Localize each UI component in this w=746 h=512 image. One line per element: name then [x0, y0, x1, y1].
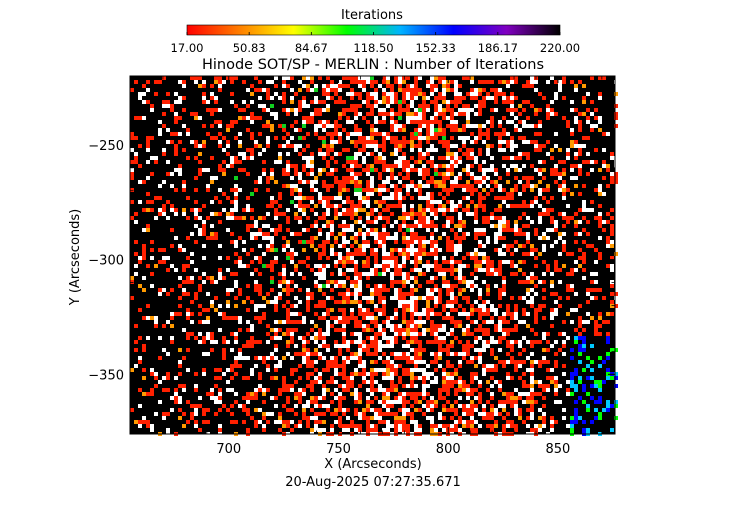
x-tick-label: 750 — [326, 442, 351, 457]
colorbar-tick-label: 186.17 — [478, 41, 518, 55]
axis-ticks — [130, 76, 615, 434]
x-tick-label: 850 — [546, 442, 571, 457]
y-axis-label: Y (Arcseconds) — [68, 209, 83, 306]
colorbar-tick-label: 152.33 — [416, 41, 456, 55]
heatmap-cells — [130, 76, 618, 436]
colorbar-ticks — [186, 32, 561, 35]
x-tick-label: 800 — [436, 442, 461, 457]
heatmap-cells — [130, 76, 618, 436]
y-tick-label: −300 — [88, 254, 124, 269]
colorbar-tick-label: 17.00 — [171, 41, 204, 55]
plot-frame — [129, 75, 616, 435]
colorbar-tick-label: 220.00 — [540, 41, 580, 55]
x-axis-tick-labels: 700 750 800 850 — [216, 442, 570, 457]
iterations-heatmap — [130, 76, 618, 436]
chart-title: Hinode SOT/SP - MERLIN : Number of Itera… — [202, 57, 544, 73]
colorbar-title: Iterations — [341, 8, 403, 23]
heatmap-cells — [570, 336, 618, 436]
colorbar-tick-labels: 17.00 50.83 84.67 118.50 152.33 186.17 220.00 — [171, 41, 581, 55]
heatmap-cells — [130, 76, 618, 436]
x-axis-label: X (Arcseconds) — [324, 457, 421, 472]
colorbar-tick-label: 84.67 — [295, 41, 328, 55]
y-axis-tick-labels: −250 −300 −350 — [88, 139, 124, 383]
timestamp: 20-Aug-2025 07:27:35.671 — [285, 475, 461, 490]
x-tick-label: 700 — [216, 442, 241, 457]
heatmap-cells — [570, 340, 618, 436]
y-tick-label: −350 — [88, 368, 124, 383]
colorbar-tick-label: 118.50 — [353, 41, 393, 55]
colorbar-tick-label: 50.83 — [233, 41, 266, 55]
y-tick-label: −250 — [88, 139, 124, 154]
